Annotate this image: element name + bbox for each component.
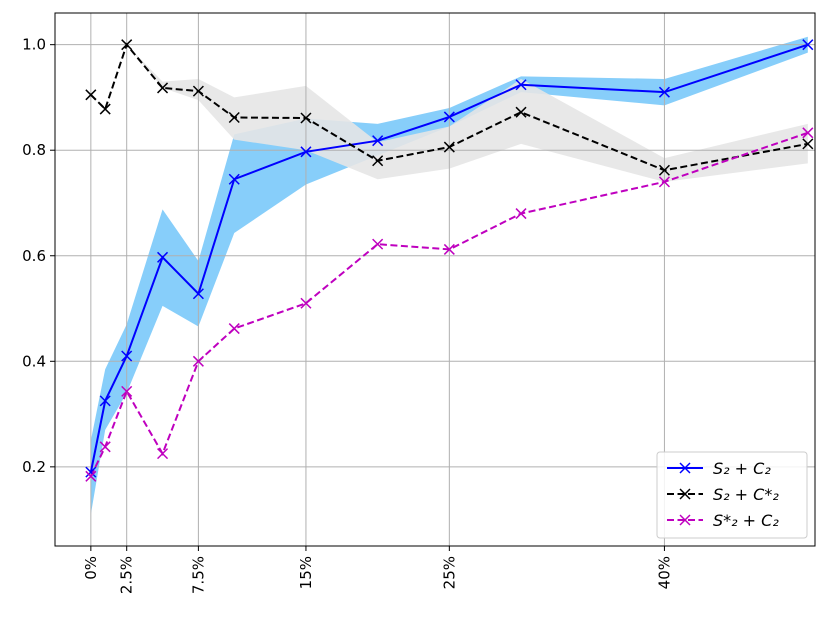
data-point-series-2 [121, 39, 133, 51]
series-line-3 [89, 131, 809, 477]
data-point-series-2 [802, 138, 814, 150]
data-point-series-2 [515, 106, 527, 118]
x-tick-label: 15% [297, 556, 315, 589]
data-point-series-3 [300, 297, 312, 309]
y-tick-label: 0.2 [22, 458, 46, 476]
data-point-series-2 [372, 155, 384, 167]
data-point-series-1 [192, 288, 204, 300]
data-point-series-3 [443, 243, 455, 255]
band-series-1 [90, 36, 808, 515]
data-point-series-3 [372, 238, 384, 250]
band-series-2 [90, 44, 808, 182]
legend-item: S*₂ + C₂ [667, 511, 779, 530]
data-point-series-1 [802, 39, 814, 51]
y-tick-label: 0.4 [22, 352, 46, 370]
legend-item: S₂ + C*₂ [667, 485, 779, 504]
data-point-series-3 [99, 441, 111, 453]
x-tick-label: 0% [82, 556, 100, 580]
axis-ticks: 0% 2.5% 7.5% 15% 25% 40% 0.2 0.4 0.6 0.8 1.0 [22, 36, 673, 594]
data-point-series-2 [443, 141, 455, 153]
confidence-bands [90, 36, 808, 515]
legend-item: S₂ + C₂ [667, 459, 771, 478]
plot-frame [54, 12, 816, 547]
legend-marker [679, 514, 691, 526]
data-point-series-1 [515, 79, 527, 91]
data-point-series-2 [99, 103, 111, 115]
legend-marker [679, 488, 691, 500]
data-point-series-3 [192, 355, 204, 367]
legend-label: S₂ + C*₂ [713, 485, 779, 504]
data-point-series-3 [85, 470, 97, 482]
series-lines [89, 42, 809, 477]
series-line-1 [89, 43, 809, 473]
x-tick-label: 2.5% [118, 556, 136, 594]
data-point-series-1 [443, 111, 455, 123]
grid-lines [55, 13, 815, 546]
data-point-series-1 [372, 135, 384, 147]
data-point-series-2 [300, 112, 312, 124]
legend-label: S₂ + C₂ [713, 459, 771, 478]
x-tick-label: 40% [655, 556, 673, 589]
data-point-series-2 [658, 164, 670, 176]
data-point-series-1 [658, 86, 670, 98]
data-point-series-2 [192, 85, 204, 97]
legend: S₂ + C₂ S₂ + C*₂ S*₂ + C₂ [656, 451, 808, 539]
data-point-series-2 [157, 82, 169, 94]
data-point-series-3 [515, 208, 527, 220]
y-tick-label: 1.0 [22, 36, 46, 54]
data-point-series-2 [228, 111, 240, 124]
data-point-series-1 [85, 466, 97, 478]
legend-label: S*₂ + C₂ [713, 511, 779, 530]
x-tick-label: 25% [440, 556, 458, 589]
data-point-series-2 [85, 89, 97, 101]
y-tick-label: 0.6 [22, 247, 46, 265]
legend-box [656, 451, 808, 539]
data-point-series-1 [228, 173, 240, 185]
data-point-series-1 [157, 251, 169, 263]
data-point-series-3 [121, 385, 133, 397]
series-line-2 [90, 42, 809, 172]
series-markers [85, 39, 814, 482]
data-point-series-1 [300, 146, 312, 158]
data-point-series-3 [802, 127, 814, 139]
data-point-series-1 [121, 350, 133, 362]
data-point-series-3 [157, 448, 169, 460]
y-tick-label: 0.8 [22, 141, 46, 159]
data-point-series-3 [658, 176, 670, 188]
data-point-series-3 [228, 323, 240, 335]
legend-marker [679, 462, 691, 474]
data-point-series-1 [99, 395, 111, 407]
x-tick-label: 7.5% [189, 556, 207, 594]
